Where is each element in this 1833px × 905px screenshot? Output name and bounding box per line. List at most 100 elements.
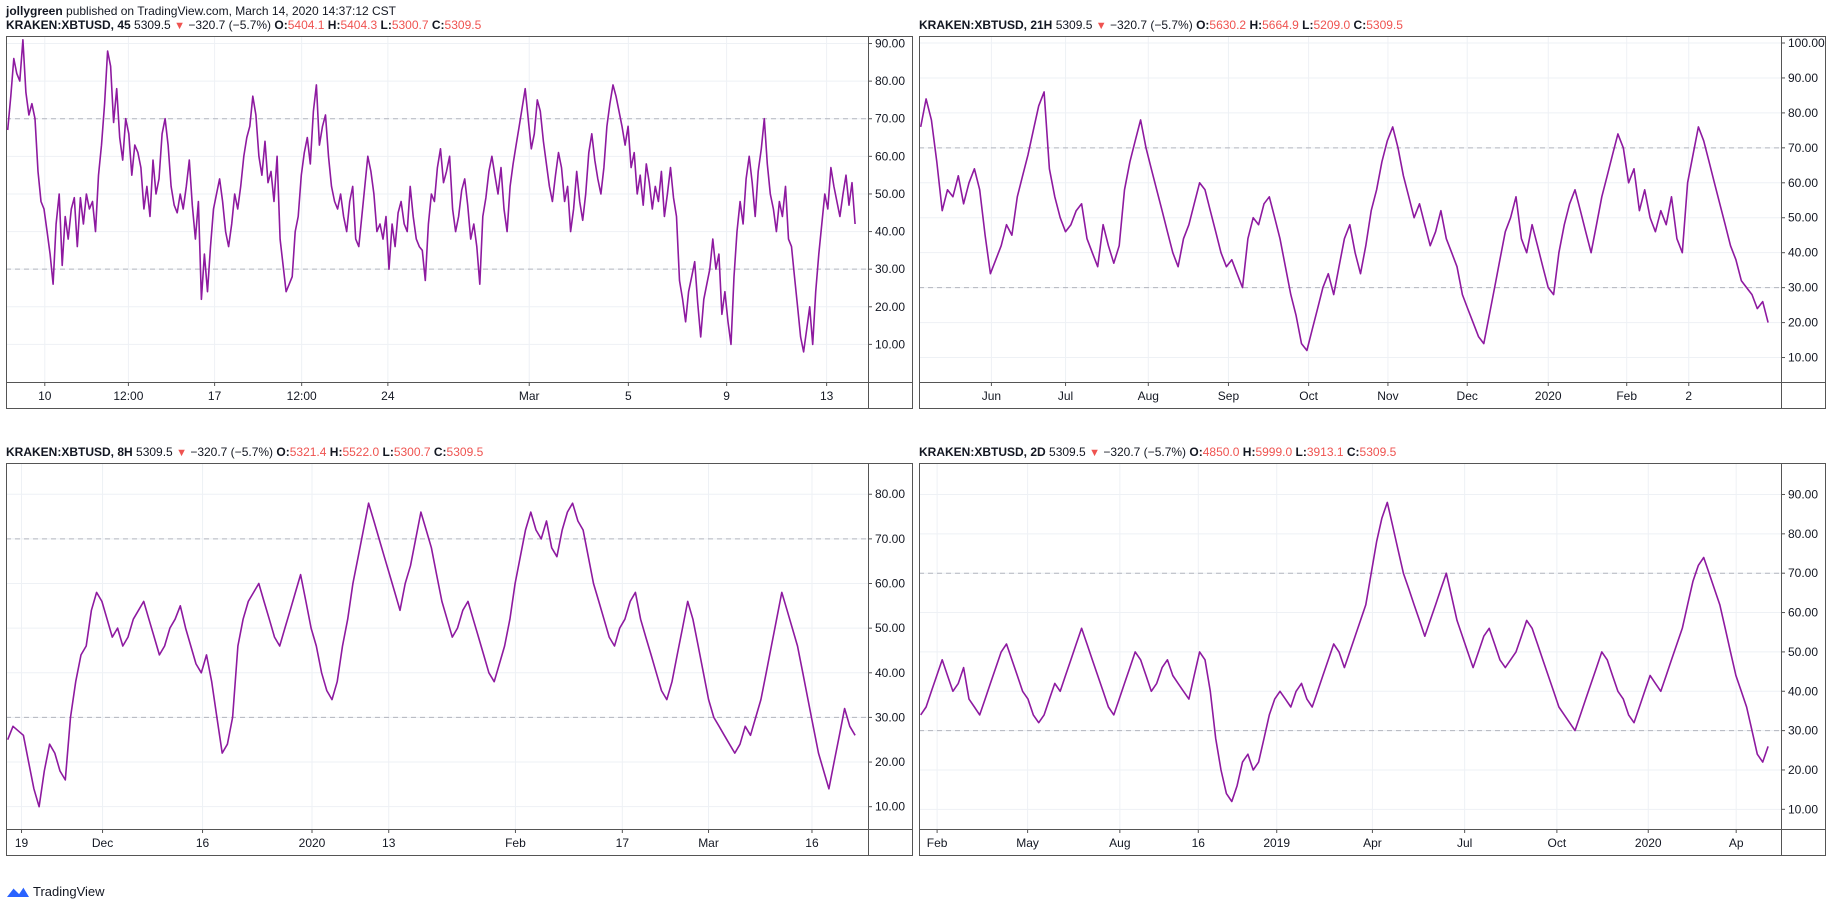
x-tick-label: 24 <box>381 389 395 403</box>
x-tick-label: 2020 <box>1535 389 1562 403</box>
y-tick-label: 30.00 <box>875 262 905 276</box>
y-tick-label: 100.00 <box>1788 36 1825 50</box>
x-tick-label: Mar <box>519 389 540 403</box>
y-tick-label: 70.00 <box>1788 566 1818 580</box>
y-tick-label: 10.00 <box>875 800 905 814</box>
rsi-series-line <box>920 501 1769 803</box>
x-tick-label: Dec <box>92 836 113 850</box>
x-tick-label: 16 <box>1192 836 1206 850</box>
price-change: −320.7 (−5.7%) <box>1109 18 1193 32</box>
x-tick-label: 13 <box>382 836 396 850</box>
x-tick-label: 12:00 <box>287 389 317 403</box>
symbol-legend: KRAKEN:XBTUSD, 45 5309.5 ▼ −320.7 (−5.7%… <box>6 18 482 32</box>
y-tick-label: 40.00 <box>1788 684 1818 698</box>
panel-frame <box>919 463 1826 856</box>
price-change: −320.7 (−5.7%) <box>190 445 274 459</box>
x-tick-label: May <box>1016 836 1039 850</box>
x-tick-label: Ap <box>1729 836 1744 850</box>
x-tick-label: 2 <box>1685 389 1692 403</box>
chart-panel-8h[interactable]: KRAKEN:XBTUSD, 8H 5309.5 ▼ −320.7 (−5.7%… <box>6 445 913 856</box>
y-tick-label: 50.00 <box>1788 211 1818 225</box>
x-tick-label: Jul <box>1457 836 1472 850</box>
x-tick-label: Sep <box>1218 389 1240 403</box>
symbol-legend: KRAKEN:XBTUSD, 8H 5309.5 ▼ −320.7 (−5.7%… <box>6 445 484 459</box>
x-tick-label: 2019 <box>1263 836 1290 850</box>
x-tick-label: 19 <box>15 836 29 850</box>
y-tick-label: 80.00 <box>875 74 905 88</box>
x-tick-label: 16 <box>805 836 819 850</box>
symbol-label[interactable]: KRAKEN:XBTUSD, 8H <box>6 445 133 459</box>
chart-panel-21h[interactable]: KRAKEN:XBTUSD, 21H 5309.5 ▼ −320.7 (−5.7… <box>919 18 1826 409</box>
y-tick-label: 50.00 <box>875 621 905 635</box>
close-value: 5309.5 <box>1366 18 1403 32</box>
last-price: 5309.5 <box>1055 18 1093 32</box>
y-tick-label: 50.00 <box>875 187 905 201</box>
symbol-label[interactable]: KRAKEN:XBTUSD, 45 <box>6 18 131 32</box>
rsi-chart[interactable]: 10.00 20.00 30.00 40.00 50.00 60.00 70.00 80.00… <box>919 36 1826 409</box>
down-triangle-icon: ▼ <box>1095 20 1107 32</box>
x-tick-label: 12:00 <box>113 389 143 403</box>
y-tick-label: 90.00 <box>875 37 905 51</box>
x-tick-label: Jul <box>1058 389 1073 403</box>
rsi-chart[interactable]: 10.00 20.00 30.00 40.00 50.00 60.00 70.00 80.00… <box>6 36 913 409</box>
x-tick-label: 13 <box>820 389 834 403</box>
y-tick-label: 30.00 <box>1788 281 1818 295</box>
y-tick-label: 30.00 <box>875 710 905 724</box>
x-tick-label: Jun <box>982 389 1001 403</box>
close-value: 5309.5 <box>446 445 484 459</box>
tradingview-brand: TradingView <box>33 883 105 899</box>
y-tick-label: 10.00 <box>1788 802 1818 816</box>
rsi-chart[interactable]: 10.00 20.00 30.00 40.00 50.00 60.00 70.00 80.00… <box>919 463 1826 856</box>
panel-frame <box>919 36 1826 409</box>
chart-panel-2d[interactable]: KRAKEN:XBTUSD, 2D 5309.5 ▼ −320.7 (−5.7%… <box>919 445 1826 856</box>
symbol-label[interactable]: KRAKEN:XBTUSD, 21H <box>919 18 1053 32</box>
y-tick-label: 80.00 <box>875 487 905 501</box>
price-change: −320.7 (−5.7%) <box>188 18 272 32</box>
x-tick-label: Oct <box>1548 836 1567 850</box>
x-tick-label: Feb <box>1616 389 1637 403</box>
down-triangle-icon: ▼ <box>176 447 187 459</box>
high-value: 5664.9 <box>1262 18 1299 32</box>
chart-panel-45[interactable]: KRAKEN:XBTUSD, 45 5309.5 ▼ −320.7 (−5.7%… <box>6 18 913 409</box>
x-tick-label: 16 <box>196 836 210 850</box>
low-value: 5209.0 <box>1313 18 1351 32</box>
y-tick-label: 90.00 <box>1788 487 1818 501</box>
y-tick-label: 60.00 <box>1788 176 1818 190</box>
published-header: jollygreen published on TradingView.com,… <box>6 4 396 19</box>
y-tick-label: 10.00 <box>875 337 905 351</box>
y-tick-label: 20.00 <box>875 755 905 769</box>
low-value: 5300.7 <box>391 18 429 32</box>
x-tick-label: Oct <box>1299 389 1318 403</box>
y-tick-label: 70.00 <box>875 112 905 126</box>
price-change: −320.7 (−5.7%) <box>1103 445 1187 459</box>
close-value: 5309.5 <box>444 18 482 32</box>
x-tick-label: Feb <box>927 836 948 850</box>
high-value: 5522.0 <box>342 445 380 459</box>
author-name[interactable]: jollygreen <box>6 4 63 18</box>
x-tick-label: Nov <box>1377 389 1398 403</box>
y-tick-label: 50.00 <box>1788 645 1818 659</box>
low-value: 5300.7 <box>393 445 431 459</box>
open-value: 5321.4 <box>289 445 327 459</box>
x-tick-label: 5 <box>625 389 632 403</box>
x-tick-label: Mar <box>698 836 719 850</box>
open-value: 5630.2 <box>1209 18 1247 32</box>
open-value: 4850.0 <box>1202 445 1240 459</box>
y-tick-label: 20.00 <box>1788 763 1818 777</box>
rsi-series-line <box>919 91 1769 352</box>
last-price: 5309.5 <box>136 445 173 459</box>
close-value: 5309.5 <box>1359 445 1397 459</box>
symbol-legend: KRAKEN:XBTUSD, 2D 5309.5 ▼ −320.7 (−5.7%… <box>919 445 1397 459</box>
x-tick-label: Feb <box>505 836 526 850</box>
tradingview-logo[interactable]: TradingView <box>6 883 105 899</box>
high-value: 5404.3 <box>340 18 378 32</box>
y-tick-label: 60.00 <box>875 149 905 163</box>
symbol-label[interactable]: KRAKEN:XBTUSD, 2D <box>919 445 1046 459</box>
rsi-chart[interactable]: 10.00 20.00 30.00 40.00 50.00 60.00 70.00 80.00… <box>6 463 913 856</box>
published-info: published on TradingView.com, March 14, … <box>66 4 397 18</box>
y-tick-label: 70.00 <box>1788 141 1818 155</box>
rsi-series-line <box>6 39 856 353</box>
x-tick-label: 17 <box>208 389 222 403</box>
tradingview-icon <box>7 886 29 897</box>
y-tick-label: 40.00 <box>1788 246 1818 260</box>
